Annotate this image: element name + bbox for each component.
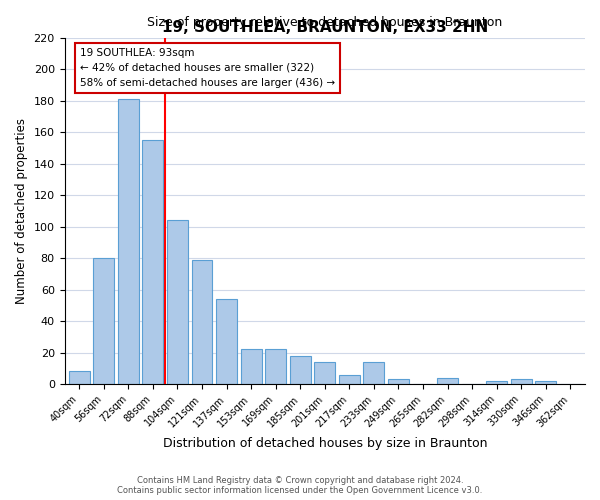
Bar xyxy=(364,362,384,384)
Bar xyxy=(94,258,114,384)
Bar xyxy=(69,372,89,384)
Bar xyxy=(486,381,507,384)
Text: Contains HM Land Registry data © Crown copyright and database right 2024.
Contai: Contains HM Land Registry data © Crown c… xyxy=(118,476,482,495)
Bar xyxy=(511,380,532,384)
Bar xyxy=(388,380,409,384)
Title: 19, SOUTHLEA, BRAUNTON, EX33 2HN: 19, SOUTHLEA, BRAUNTON, EX33 2HN xyxy=(161,20,488,35)
Bar xyxy=(167,220,188,384)
Bar xyxy=(314,362,335,384)
Bar xyxy=(118,99,139,384)
Bar xyxy=(241,350,262,384)
X-axis label: Distribution of detached houses by size in Braunton: Distribution of detached houses by size … xyxy=(163,437,487,450)
Text: Size of property relative to detached houses in Braunton: Size of property relative to detached ho… xyxy=(147,16,502,29)
Y-axis label: Number of detached properties: Number of detached properties xyxy=(15,118,28,304)
Bar xyxy=(265,350,286,384)
Bar xyxy=(191,260,212,384)
Bar xyxy=(142,140,163,384)
Bar xyxy=(437,378,458,384)
Bar xyxy=(535,381,556,384)
Bar xyxy=(339,374,360,384)
Bar xyxy=(216,299,237,384)
Bar xyxy=(290,356,311,384)
Text: 19 SOUTHLEA: 93sqm
← 42% of detached houses are smaller (322)
58% of semi-detach: 19 SOUTHLEA: 93sqm ← 42% of detached hou… xyxy=(80,48,335,88)
